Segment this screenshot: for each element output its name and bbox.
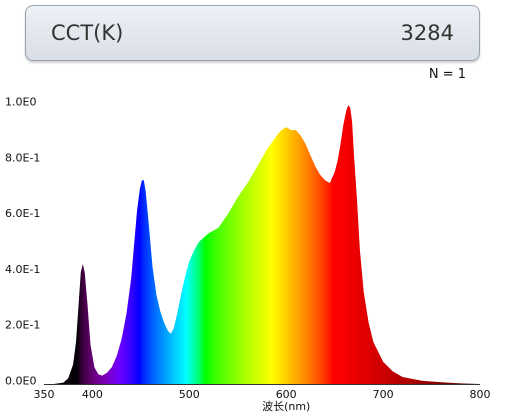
sample-count-label: N = 1 [428, 67, 466, 82]
y-tick-label: 8.0E-1 [5, 151, 40, 164]
cct-label: CCT(K) [51, 21, 124, 45]
x-tick-label: 600 [276, 388, 297, 401]
cct-value: 3284 [400, 21, 454, 45]
y-tick-label: 2.0E-1 [5, 319, 40, 332]
x-tick-label: 500 [179, 388, 200, 401]
y-tick-label: 4.0E-1 [5, 263, 40, 276]
y-axis-ticks: 0.0E0 2.0E-1 4.0E-1 6.0E-1 8.0E-1 1.0E0 [5, 96, 40, 388]
x-tick-label: 400 [82, 388, 103, 401]
spectrum-area [53, 105, 480, 384]
x-axis-label: 波长(nm) [262, 400, 310, 413]
y-tick-label: 6.0E-1 [5, 207, 40, 220]
cct-display-box: CCT(K) 3284 [25, 5, 480, 61]
x-tick-label: 800 [470, 388, 491, 401]
y-tick-label: 1.0E0 [5, 96, 36, 109]
x-tick-label: 350 [34, 388, 55, 401]
x-axis-ticks: 350 400 500 600 700 800 [34, 388, 491, 401]
y-tick-label: 0.0E0 [5, 375, 36, 388]
x-tick-label: 700 [373, 388, 394, 401]
